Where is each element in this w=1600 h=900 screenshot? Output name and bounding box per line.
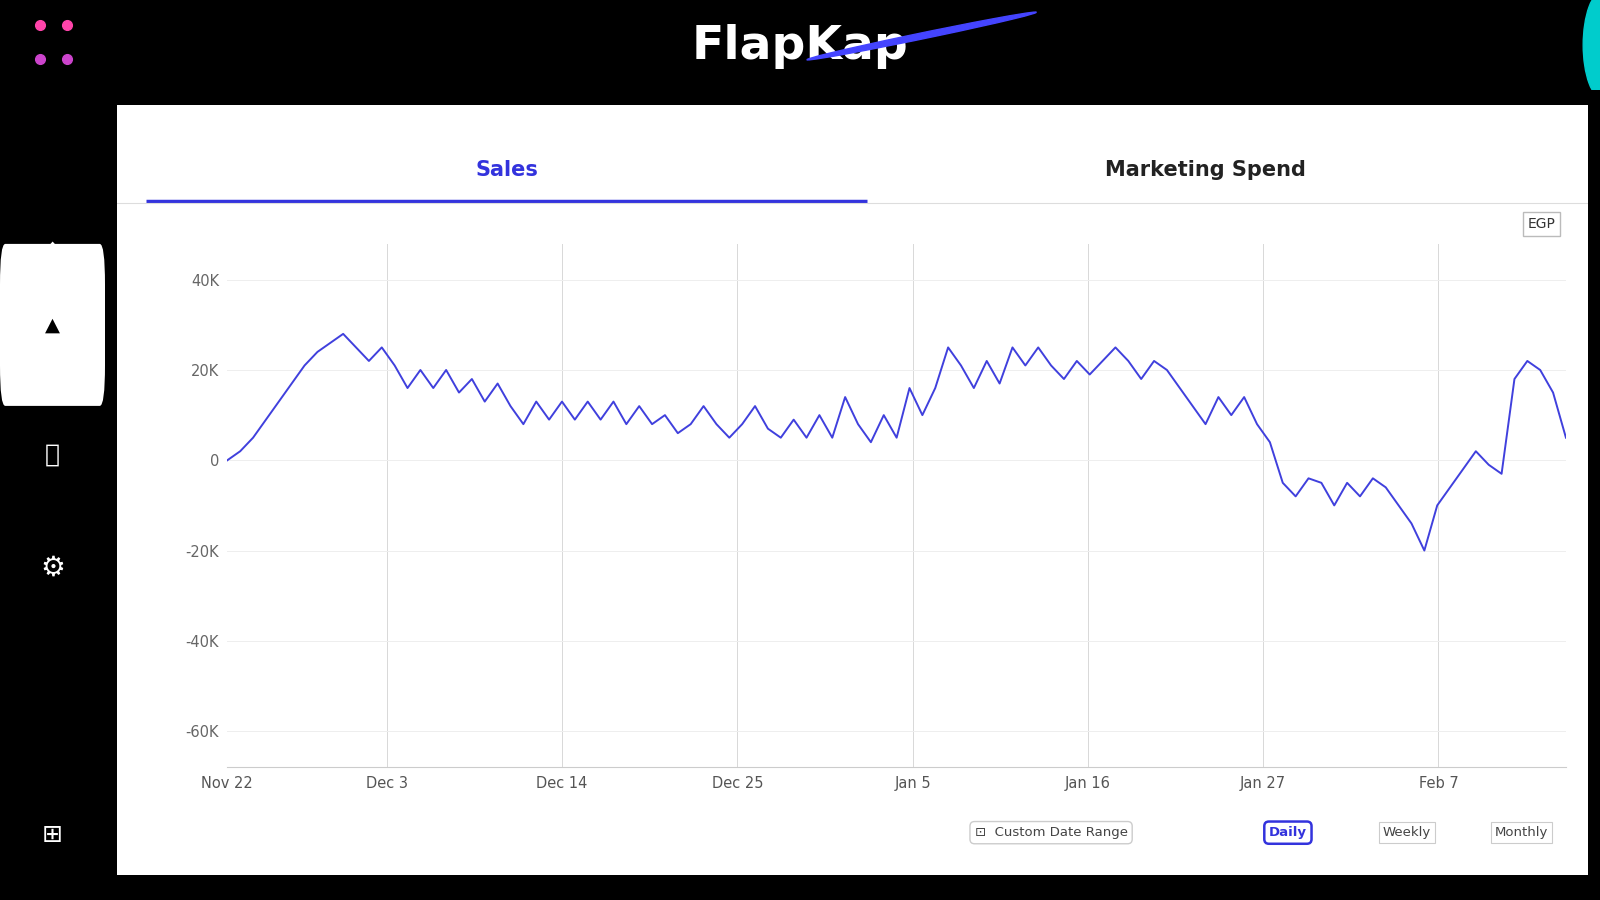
Text: FlapKap: FlapKap xyxy=(691,24,909,69)
Ellipse shape xyxy=(806,12,1037,60)
Text: Marketing Spend: Marketing Spend xyxy=(1106,160,1306,180)
Text: ⚙: ⚙ xyxy=(40,554,66,582)
Text: Sales: Sales xyxy=(475,160,538,180)
Text: Weekly: Weekly xyxy=(1382,826,1430,839)
Text: EGP: EGP xyxy=(1528,218,1555,231)
Text: 💲: 💲 xyxy=(45,443,61,466)
Text: Daily: Daily xyxy=(1269,826,1307,839)
Text: ⌂: ⌂ xyxy=(43,238,62,266)
Text: Monthly: Monthly xyxy=(1494,826,1549,839)
Text: ▲: ▲ xyxy=(45,315,61,335)
Text: ⊡  Custom Date Range: ⊡ Custom Date Range xyxy=(974,826,1128,839)
Text: ⊞: ⊞ xyxy=(42,824,62,847)
FancyBboxPatch shape xyxy=(0,244,106,406)
Ellipse shape xyxy=(1584,0,1600,99)
